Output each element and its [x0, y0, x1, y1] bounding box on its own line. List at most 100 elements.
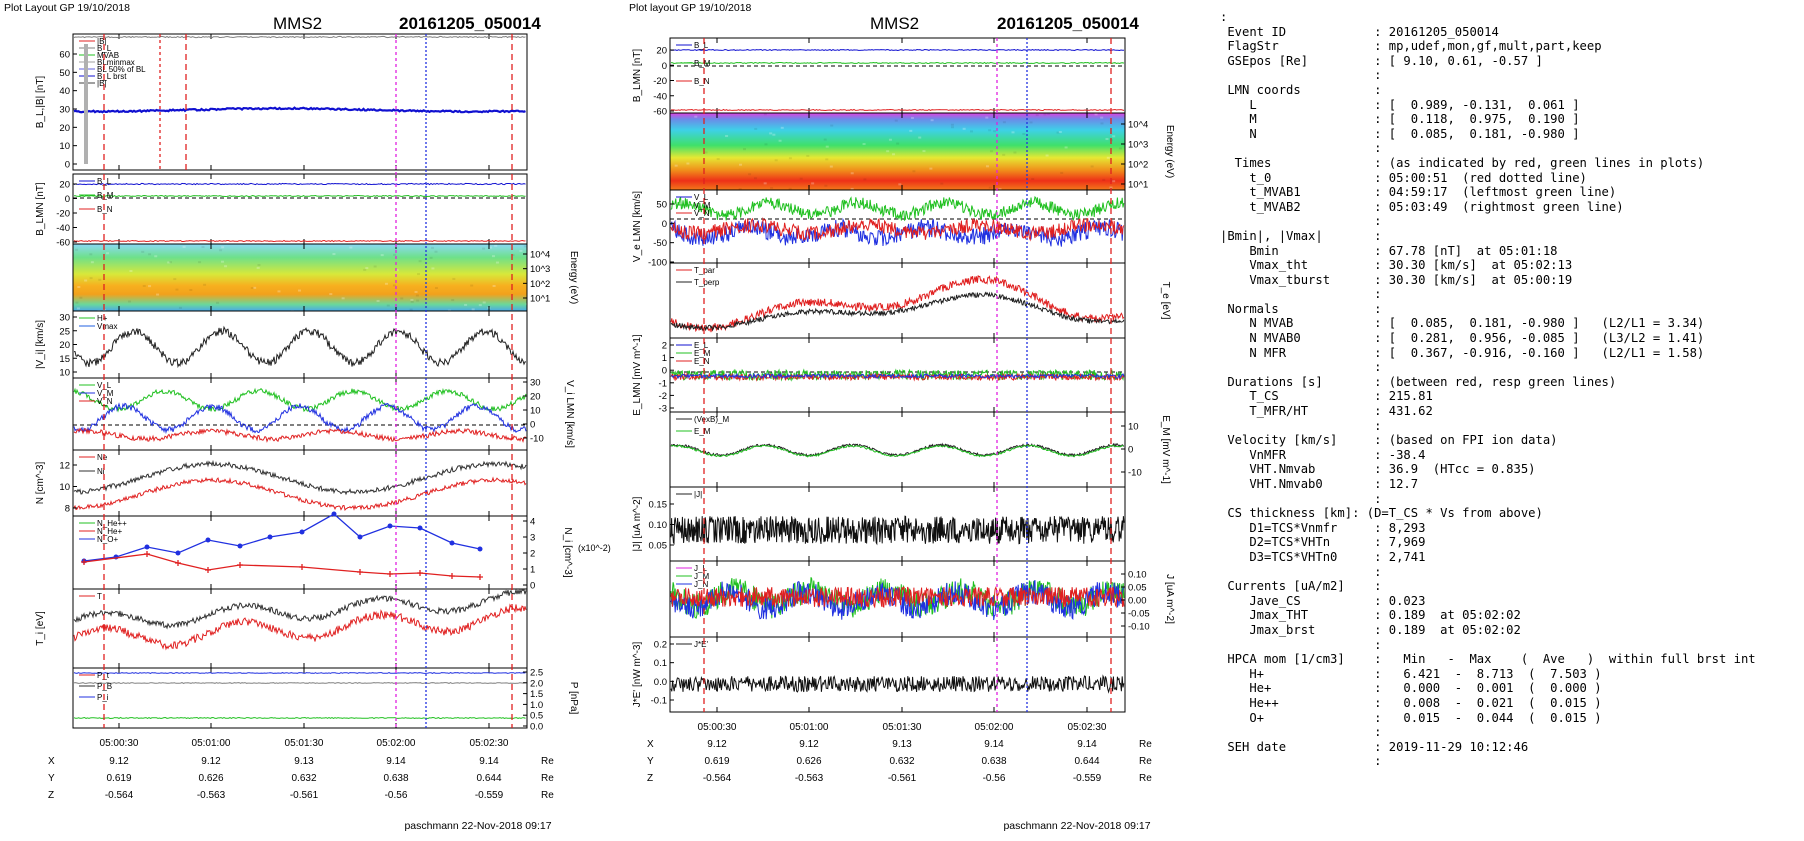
y-tick-label: 3 [530, 533, 535, 544]
spectrogram-texture [478, 304, 482, 307]
spectrogram-texture [142, 284, 146, 287]
spectrogram-texture [1100, 122, 1104, 125]
series-BL [671, 48, 1125, 52]
spectrogram-texture [482, 247, 486, 250]
series-NO [83, 513, 481, 562]
panel-em: 10 0 -10 E_M [mV m^-1] (VexB)_M E_M [669, 411, 1171, 488]
y-tick-label: 0.10 [649, 520, 668, 531]
y-tick-label: 0.05 [1128, 583, 1147, 594]
spectrogram-texture [76, 307, 80, 310]
series-VN [73, 427, 527, 443]
spectrogram-texture [156, 293, 160, 296]
spectrogram-texture [888, 138, 892, 141]
spectrogram-texture [434, 250, 438, 253]
panel-ni: 4 3 2 1 0 N_i [cm^-3] N_He++N_He+N_O+ [72, 511, 573, 592]
data-point-NHe [81, 559, 87, 565]
y-tick-label: -0.1 [651, 696, 667, 707]
spectrogram-texture [686, 162, 690, 165]
spectrogram-texture [384, 282, 388, 285]
y-tick-label: 0.15 [649, 500, 668, 511]
y-tick-label: 1 [662, 353, 667, 364]
position-unit: Re [541, 773, 554, 784]
spectrogram-texture [929, 167, 933, 170]
series-Tperp [670, 291, 1125, 332]
position-unit: Re [541, 790, 554, 801]
y-tick-label: 20 [59, 180, 70, 191]
y-tick-label: 10^1 [530, 294, 550, 305]
series-EM [670, 444, 1124, 458]
legend-label: P_i [97, 693, 109, 702]
position-row-label: Z [647, 773, 653, 784]
spectrogram-texture [168, 261, 172, 264]
spectrogram-texture [1029, 121, 1033, 124]
plot-footer: paschmann 22-Nov-2018 09:17 [404, 820, 551, 832]
position-value: -0.561 [290, 790, 319, 801]
event-info-text: : Event ID : 20161205_050014 FlagStr : m… [1220, 10, 1756, 769]
legend-label: B_N [694, 77, 710, 86]
series-BM [670, 61, 1125, 65]
y-tick-label: 0.2 [654, 640, 667, 651]
panel-je: 0.2 0.1 0.0 -0.1 J*E' [nW m^-3] J*E' [632, 636, 1126, 713]
spectrogram-texture [332, 253, 336, 256]
spectrogram-texture [763, 113, 767, 116]
data-point-NO [205, 537, 211, 543]
time-tick-label: 05:01:30 [285, 738, 324, 749]
y-tick-label: 2 [662, 341, 667, 352]
time-tick-label: 05:02:30 [1068, 722, 1107, 733]
series-BL [73, 106, 526, 114]
data-point-NO [237, 543, 243, 549]
y-axis-label: B_LMN [nT] [632, 49, 643, 103]
spectrogram-texture [1064, 146, 1068, 149]
legend-label: J_L [694, 564, 707, 573]
panel-blmn: 20 0 -20 -40 -60 B_LMN [nT] B_L B_M B_N [632, 37, 1126, 118]
spectrogram-texture [471, 308, 475, 311]
spectrogram-texture [79, 296, 83, 299]
data-point-NHe [449, 573, 455, 579]
position-value: 9.13 [892, 739, 912, 750]
spectrogram-texture [850, 172, 854, 175]
position-value: 9.12 [201, 756, 221, 767]
legend-label: J_N [694, 580, 708, 589]
time-tick-label: 05:01:00 [790, 722, 829, 733]
spectrogram-texture [431, 267, 435, 270]
legend-label: T [97, 592, 102, 601]
series-JE [670, 674, 1125, 694]
spectrogram-texture [511, 254, 515, 257]
y-axis-label: B_L,|B| [nT] [35, 76, 46, 129]
panel-p: 2.52.01.51.00.50.0P [nPa]P_tP_BP_i [72, 667, 579, 733]
y-tick-label: 10^4 [530, 250, 550, 261]
y-tick-label: 0.10 [1128, 570, 1147, 581]
spectrogram-texture [716, 158, 720, 161]
y-tick-label: 20 [530, 392, 541, 403]
spectrogram-texture [909, 129, 913, 132]
legend-label: V_N [97, 397, 113, 406]
data-point-NO [477, 546, 483, 552]
series-Tperp [73, 588, 527, 630]
legend-label: V_M [694, 201, 711, 210]
spectrogram-texture [1058, 131, 1062, 134]
spectrogram-texture [772, 133, 776, 136]
spectrogram-texture [863, 178, 867, 181]
spectrogram-texture [451, 299, 455, 302]
position-row-label: Y [647, 756, 654, 767]
position-unit: Re [1139, 739, 1152, 750]
y-tick-label: 10^2 [1128, 160, 1148, 171]
position-value: 9.12 [799, 739, 819, 750]
spectrogram-texture [780, 126, 784, 129]
panel-ti: T_i [eV] T [35, 588, 528, 669]
legend-label: Vmax [97, 322, 117, 331]
y-tick-label: 0.1 [654, 658, 667, 669]
spectrogram-texture [106, 252, 110, 255]
spectrogram-texture [940, 182, 944, 185]
y-tick-label: 10 [530, 406, 541, 417]
legend-label: Ne [97, 453, 108, 462]
spectrogram-texture [148, 285, 152, 288]
y-tick-label: 10 [59, 482, 70, 493]
y-tick-label: 40 [59, 86, 70, 97]
spectrogram-texture [376, 299, 380, 302]
y-tick-label: -40 [653, 91, 667, 102]
spectrogram-texture [754, 127, 758, 130]
data-point-NHe [175, 560, 181, 566]
spectrogram-texture [1002, 153, 1006, 156]
